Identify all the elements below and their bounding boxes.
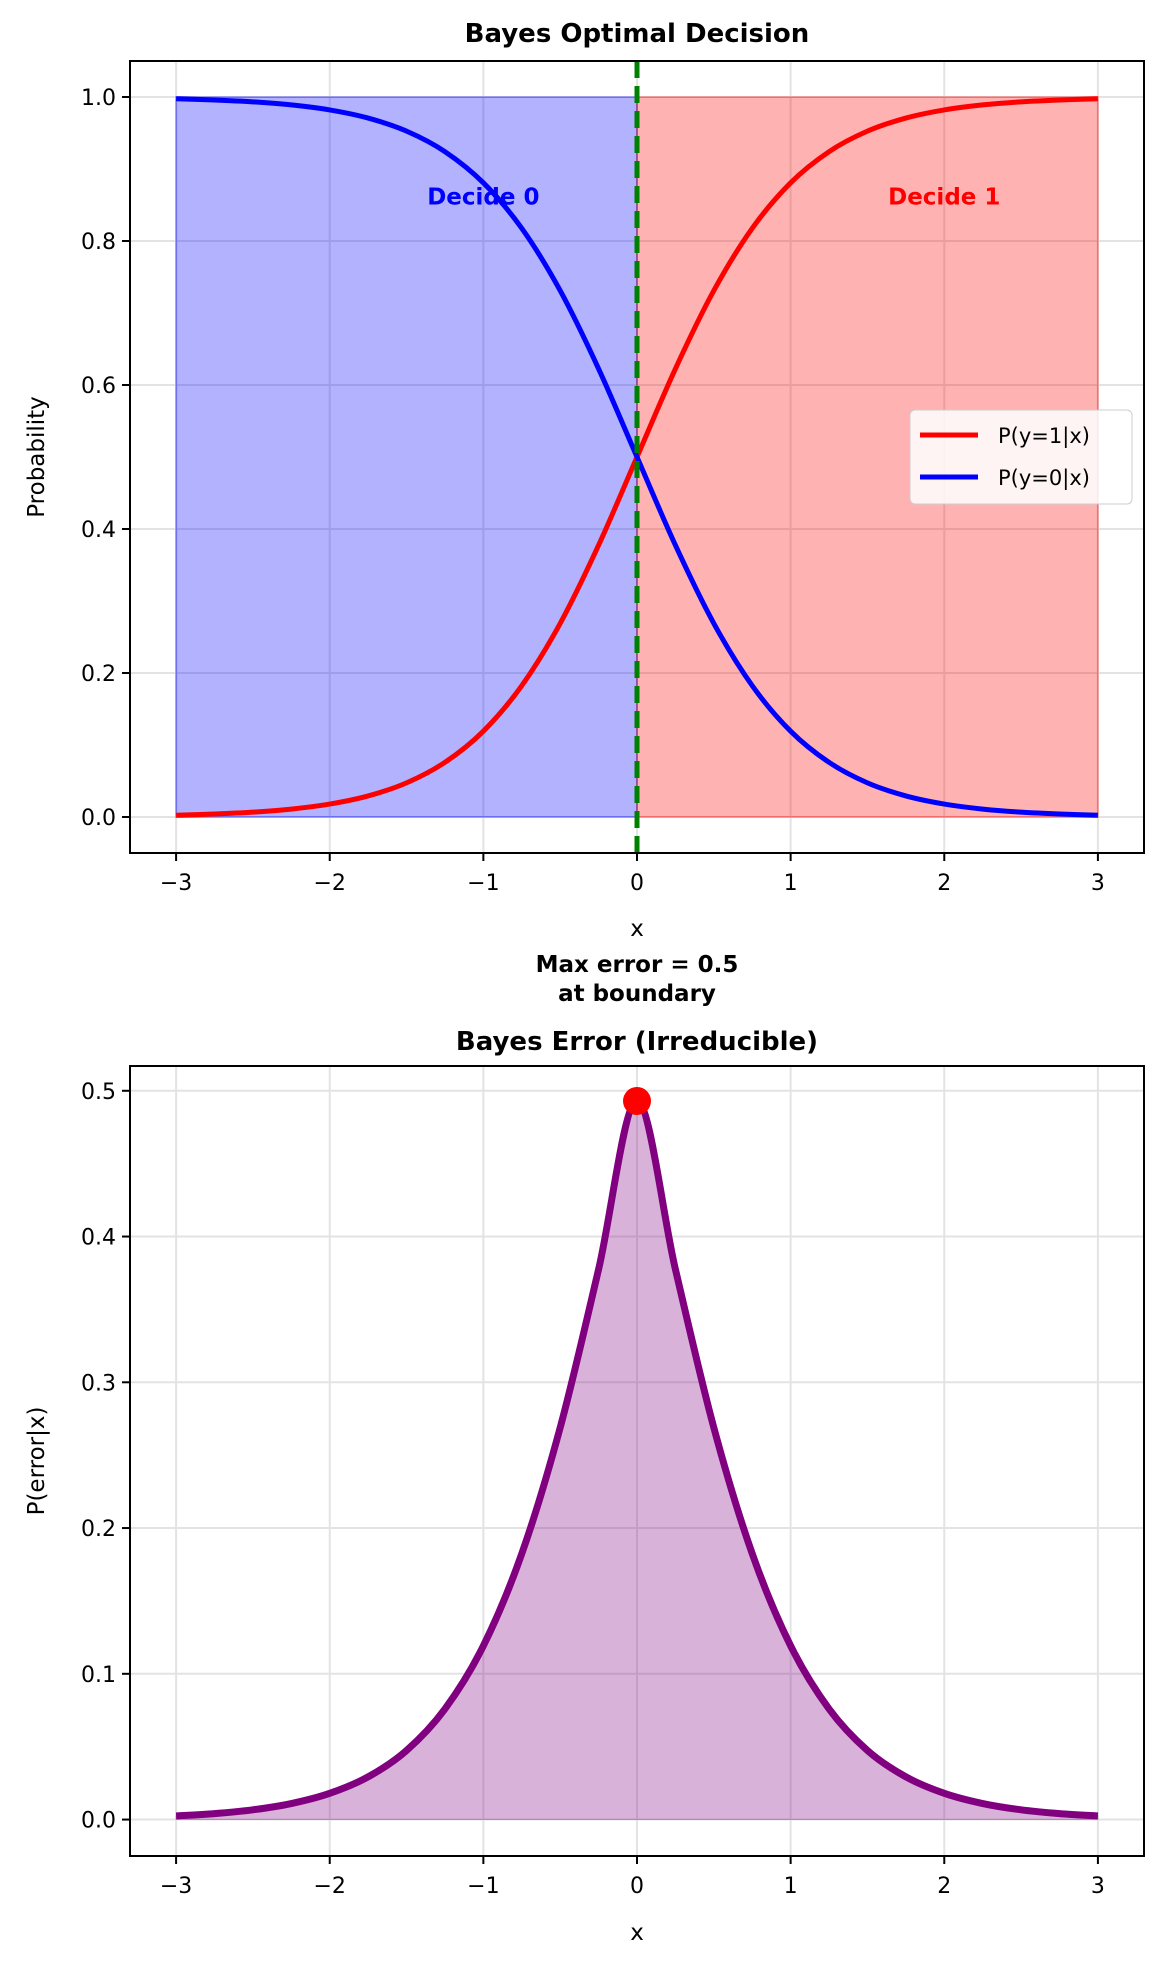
y-tick-label: 0.4 [81,518,116,543]
x-tick-label: −2 [314,871,346,896]
chart-title: Bayes Error (Irreducible) [456,1027,818,1057]
y-tick-label: 0.2 [81,662,116,687]
x-tick-label: −3 [160,871,192,896]
x-tick-label: 3 [1091,871,1105,896]
x-tick-label: 0 [630,871,644,896]
chart-2: Max error = 0.5 at boundary −3 −2 −1 0 1 2 3 0.0 0… [24,952,1145,1946]
annotation-text: at boundary [558,981,716,1007]
x-axis-label: x [630,916,644,942]
y-tick-label: 0.3 [81,1371,116,1396]
y-tick-label: 0.6 [81,374,116,399]
x-tick-label: 0 [630,1874,644,1899]
y-tick-label: 0.8 [81,230,116,255]
legend-label: P(y=0|x) [998,466,1090,491]
x-tick-label: 2 [937,1874,951,1899]
legend: P(y=1|x) P(y=0|x) [909,409,1133,505]
x-tick-label: 2 [937,871,951,896]
chart-1: Decide 0 Decide 1 P(y=1|x) P(y=0|x) −3 −2 −1 0 1… [24,19,1145,942]
annotation-text: Max error = 0.5 [536,952,739,978]
y-tick-label: 0.0 [81,806,116,831]
y-tick-label: 0.1 [81,1663,116,1688]
series-line-P(y=0|x) [176,96,1098,818]
y-tick-label: 0.2 [81,1517,116,1542]
y-tick-label: 0.5 [81,1080,116,1105]
y-tick-label: 0.4 [81,1226,116,1251]
x-tick-label: 1 [784,871,798,896]
error-area [175,1100,1099,1821]
x-tick-label: −2 [314,1874,346,1899]
region-label: Decide 0 [427,184,539,210]
max-error-marker [623,1086,651,1115]
y-tick-label: 0.0 [81,1809,116,1834]
y-axis-label: Probability [24,396,50,518]
y-axis-label: P(error|x) [24,1407,50,1516]
y-tick-label: 1.0 [81,86,116,111]
x-tick-label: 1 [784,1874,798,1899]
region-label: Decide 1 [888,184,1000,210]
legend-label: P(y=1|x) [998,424,1090,449]
x-tick-label: 3 [1091,1874,1105,1899]
x-axis-label: x [630,1920,644,1946]
chart-title: Bayes Optimal Decision [465,19,810,49]
x-tick-label: −1 [467,871,499,896]
x-tick-label: −1 [467,1874,499,1899]
decision-region-0 [175,96,638,818]
x-tick-label: −3 [160,1874,192,1899]
